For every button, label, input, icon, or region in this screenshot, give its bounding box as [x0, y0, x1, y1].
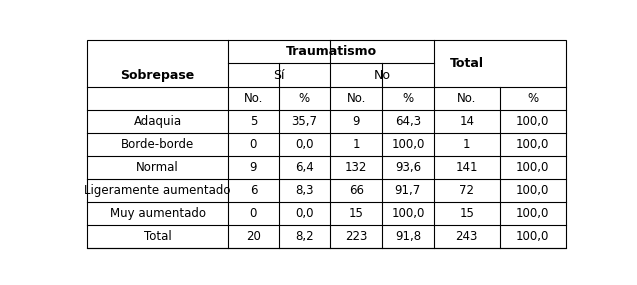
Text: 20: 20: [246, 230, 261, 243]
Text: 6: 6: [250, 184, 257, 197]
Text: 91,7: 91,7: [395, 184, 421, 197]
Text: %: %: [299, 92, 310, 105]
Text: 8,3: 8,3: [295, 184, 313, 197]
Text: 0,0: 0,0: [295, 207, 313, 220]
Text: Total: Total: [144, 230, 171, 243]
Text: 72: 72: [459, 184, 475, 197]
Text: 141: 141: [455, 161, 478, 174]
Text: 15: 15: [348, 207, 364, 220]
Text: 9: 9: [250, 161, 257, 174]
Text: 66: 66: [348, 184, 364, 197]
Text: 100,0: 100,0: [516, 138, 550, 151]
Text: 100,0: 100,0: [516, 161, 550, 174]
Text: Total: Total: [450, 57, 483, 70]
Text: %: %: [403, 92, 413, 105]
Text: 100,0: 100,0: [391, 207, 424, 220]
Text: 100,0: 100,0: [516, 230, 550, 243]
Text: Adaquia: Adaquia: [134, 115, 182, 128]
Text: 93,6: 93,6: [395, 161, 421, 174]
Text: 243: 243: [455, 230, 478, 243]
Text: 0: 0: [250, 138, 257, 151]
Text: 9: 9: [352, 115, 360, 128]
Text: No.: No.: [244, 92, 263, 105]
Text: 132: 132: [345, 161, 368, 174]
Text: 223: 223: [345, 230, 368, 243]
Text: Sobrepase: Sobrepase: [120, 68, 195, 82]
Text: Ligeramente aumentado: Ligeramente aumentado: [85, 184, 231, 197]
Text: 6,4: 6,4: [295, 161, 314, 174]
Text: 0,0: 0,0: [295, 138, 313, 151]
Text: Sí: Sí: [273, 68, 285, 82]
Text: Normal: Normal: [136, 161, 179, 174]
Text: 14: 14: [459, 115, 475, 128]
Text: 100,0: 100,0: [516, 115, 550, 128]
Text: No.: No.: [457, 92, 476, 105]
Text: 100,0: 100,0: [391, 138, 424, 151]
Text: 1: 1: [352, 138, 360, 151]
Text: Traumatismo: Traumatismo: [285, 45, 376, 58]
Text: 15: 15: [459, 207, 474, 220]
Text: No.: No.: [347, 92, 366, 105]
Text: 0: 0: [250, 207, 257, 220]
Text: 100,0: 100,0: [516, 207, 550, 220]
Text: 8,2: 8,2: [295, 230, 314, 243]
Text: 100,0: 100,0: [516, 184, 550, 197]
Text: Muy aumentado: Muy aumentado: [110, 207, 206, 220]
Text: 64,3: 64,3: [395, 115, 421, 128]
Text: %: %: [527, 92, 538, 105]
Text: Borde-borde: Borde-borde: [121, 138, 194, 151]
Text: 1: 1: [463, 138, 471, 151]
Text: 5: 5: [250, 115, 257, 128]
Text: No: No: [373, 68, 390, 82]
Text: 35,7: 35,7: [292, 115, 317, 128]
Text: 91,8: 91,8: [395, 230, 421, 243]
